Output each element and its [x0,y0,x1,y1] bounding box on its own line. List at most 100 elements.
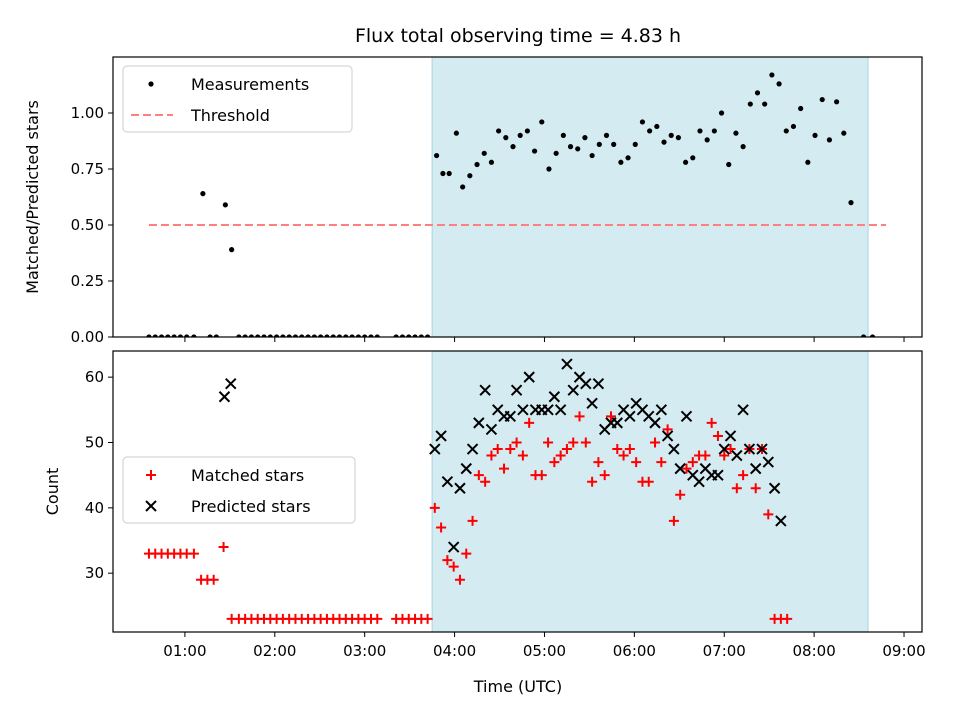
data-point [687,457,698,468]
data-point [292,334,299,337]
data-point [743,443,756,455]
axes-frame [112,350,923,633]
data-point [834,99,840,105]
data-point [349,334,355,337]
data-point [596,141,602,147]
data-point [690,155,696,161]
data-point [611,141,617,147]
data-point [311,334,317,337]
data-point [460,184,466,190]
data-point [429,502,440,513]
data-point [505,444,516,455]
data-point [593,457,604,468]
data-point [737,404,749,416]
data-point [738,470,749,481]
data-point [586,397,598,409]
data-point [422,613,433,624]
data-point [225,377,237,390]
data-point [343,334,349,337]
data-point [668,515,679,526]
data-point [554,404,567,416]
data-point [177,334,184,337]
data-point [148,81,154,87]
data-point [762,101,768,107]
data-point [434,152,440,159]
y-tick-label: 0.00 [71,328,104,346]
data-point [812,132,818,138]
y-tick-label: 0.25 [71,272,104,290]
data-point [524,417,535,428]
data-point [561,444,572,455]
y-tick-label: 1.00 [71,104,104,122]
data-point [624,444,635,455]
data-point [406,334,412,337]
x-tick-label: 03:00 [343,642,386,660]
data-point [790,123,797,130]
data-point [429,443,441,455]
data-point [681,463,692,474]
data-point [442,555,453,566]
data-point [280,334,286,337]
data-point [589,152,595,159]
plot-area [146,72,887,337]
data-point [592,377,605,390]
data-point [207,334,213,337]
series-measurements [146,72,876,337]
data-point [747,101,753,107]
data-point [191,334,197,337]
data-point [750,483,761,494]
data-point [146,334,152,337]
data-point [848,200,854,206]
data-point [418,334,424,337]
data-point [860,334,867,337]
data-point [286,334,292,337]
data-point [654,123,660,130]
x-tick-label: 01:00 [163,642,206,660]
data-point [675,135,682,141]
data-point [805,159,811,165]
legend-frame [122,65,353,133]
data-point [524,128,530,134]
data-point [517,132,523,138]
data-point [632,141,638,147]
data-point [631,457,642,468]
y-tick-label: 30 [85,564,104,582]
legend-entry: Predicted stars [191,497,311,516]
data-point [798,105,804,112]
data-point [711,128,717,134]
data-point [454,482,466,494]
data-point [567,144,574,150]
data-point [719,450,730,461]
data-point [486,450,497,461]
data-point [726,161,732,168]
data-point [575,146,581,152]
data-point [819,96,825,103]
data-point [661,139,667,145]
x-tick-label: 07:00 [703,642,746,660]
data-point [305,334,311,337]
data-point [461,548,472,559]
data-point [718,443,730,455]
data-point [754,90,761,96]
data-point [467,173,473,179]
data-point [647,128,653,134]
data-point [362,334,368,337]
data-point [682,159,689,165]
data-point [643,476,654,487]
data-point [399,334,406,337]
data-point [668,443,680,455]
data-point [548,391,561,403]
data-point [273,334,280,337]
x-tick-label: 04:00 [433,642,476,660]
data-point [733,130,739,136]
data-point [546,166,552,172]
data-point [492,444,503,455]
data-point [731,449,743,462]
data-point [567,384,579,396]
data-point [740,144,746,150]
data-point [355,334,361,337]
data-point [213,334,219,337]
data-point [869,334,876,337]
data-point [158,334,165,337]
data-point [152,334,158,337]
